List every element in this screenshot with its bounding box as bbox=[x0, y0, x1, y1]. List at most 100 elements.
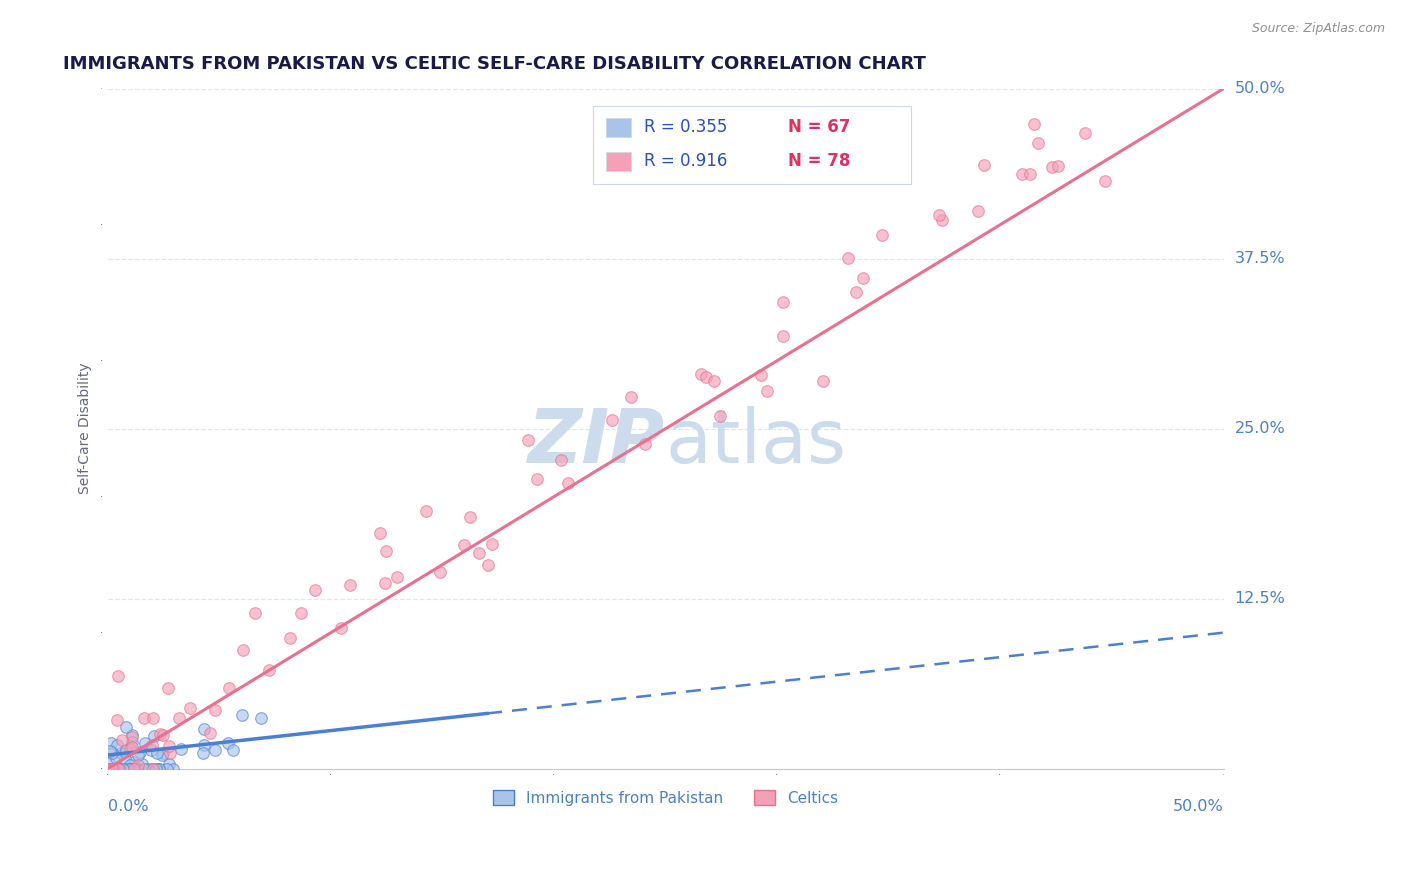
Point bbox=[973, 158, 995, 172]
Point bbox=[385, 570, 408, 584]
Point bbox=[110, 747, 132, 761]
Point bbox=[191, 746, 214, 760]
Point bbox=[121, 762, 143, 776]
Point bbox=[128, 745, 150, 759]
Point bbox=[157, 757, 180, 772]
Point bbox=[103, 762, 125, 776]
Point bbox=[772, 328, 794, 343]
Point bbox=[152, 728, 174, 742]
Point bbox=[550, 453, 572, 467]
Point bbox=[370, 525, 392, 540]
Point bbox=[111, 762, 134, 776]
Point bbox=[689, 367, 711, 381]
Point bbox=[107, 762, 129, 776]
Point bbox=[415, 504, 437, 518]
Point bbox=[634, 437, 657, 451]
Point bbox=[772, 295, 794, 310]
Point bbox=[845, 285, 868, 300]
Point bbox=[118, 758, 141, 772]
Point bbox=[600, 413, 623, 427]
Text: 50.0%: 50.0% bbox=[1173, 799, 1223, 814]
Point bbox=[110, 762, 132, 776]
Point bbox=[257, 663, 280, 677]
Point bbox=[100, 736, 122, 750]
Point bbox=[516, 433, 538, 447]
Point bbox=[330, 621, 353, 635]
Text: IMMIGRANTS FROM PAKISTAN VS CELTIC SELF-CARE DISABILITY CORRELATION CHART: IMMIGRANTS FROM PAKISTAN VS CELTIC SELF-… bbox=[63, 55, 927, 73]
Point bbox=[193, 722, 215, 736]
Text: 50.0%: 50.0% bbox=[1234, 81, 1285, 96]
Point bbox=[141, 762, 163, 776]
Point bbox=[755, 384, 778, 398]
Point bbox=[231, 708, 253, 723]
Text: 0.0%: 0.0% bbox=[108, 799, 149, 814]
Point bbox=[121, 740, 143, 755]
Point bbox=[1011, 167, 1033, 181]
Point bbox=[111, 762, 134, 776]
Text: 37.5%: 37.5% bbox=[1234, 252, 1285, 266]
Point bbox=[100, 746, 122, 760]
Point bbox=[105, 714, 128, 728]
Point bbox=[111, 733, 134, 747]
Point bbox=[150, 747, 173, 762]
FancyBboxPatch shape bbox=[606, 152, 631, 171]
Point bbox=[132, 762, 155, 776]
Text: R = 0.916: R = 0.916 bbox=[644, 153, 728, 170]
Point bbox=[931, 213, 953, 227]
Text: N = 78: N = 78 bbox=[789, 153, 851, 170]
Point bbox=[749, 368, 772, 382]
Text: ZIP: ZIP bbox=[529, 406, 665, 479]
Point bbox=[1074, 126, 1097, 140]
Point bbox=[159, 746, 181, 760]
Point bbox=[114, 752, 136, 766]
Point bbox=[966, 204, 988, 219]
Point bbox=[1047, 159, 1070, 173]
Point bbox=[141, 739, 163, 753]
Point bbox=[122, 762, 145, 776]
Point bbox=[127, 762, 149, 776]
Point bbox=[115, 743, 138, 757]
Point bbox=[122, 755, 145, 769]
Point bbox=[157, 739, 180, 753]
Point bbox=[837, 251, 859, 265]
Point bbox=[250, 711, 273, 725]
Point bbox=[156, 681, 179, 695]
Point bbox=[204, 742, 226, 756]
Point bbox=[928, 209, 950, 223]
Text: Source: ZipAtlas.com: Source: ZipAtlas.com bbox=[1251, 22, 1385, 36]
Point bbox=[304, 582, 326, 597]
Point bbox=[110, 762, 132, 776]
Point bbox=[872, 227, 894, 242]
Point bbox=[695, 370, 717, 384]
Point bbox=[107, 669, 129, 683]
Point bbox=[179, 701, 201, 715]
Point bbox=[127, 758, 149, 772]
Point bbox=[526, 472, 548, 486]
Text: N = 67: N = 67 bbox=[789, 119, 851, 136]
Point bbox=[429, 566, 451, 580]
Point bbox=[1094, 173, 1116, 187]
Point bbox=[124, 762, 146, 776]
Point bbox=[118, 762, 141, 776]
Point bbox=[122, 762, 145, 776]
Point bbox=[134, 736, 156, 750]
Text: atlas: atlas bbox=[665, 406, 846, 479]
Point bbox=[118, 762, 141, 776]
Point bbox=[148, 762, 170, 776]
Point bbox=[142, 711, 165, 725]
Point bbox=[142, 762, 165, 776]
Point bbox=[232, 642, 254, 657]
Point bbox=[1026, 136, 1049, 151]
Point bbox=[103, 762, 125, 776]
Point bbox=[142, 729, 165, 743]
Point bbox=[290, 606, 312, 620]
Point bbox=[120, 762, 142, 776]
Point bbox=[481, 537, 503, 551]
Point bbox=[105, 762, 128, 776]
Point bbox=[1024, 117, 1046, 131]
FancyBboxPatch shape bbox=[593, 105, 911, 184]
Point bbox=[170, 742, 193, 756]
Point bbox=[104, 751, 127, 765]
Point bbox=[127, 762, 149, 776]
Point bbox=[148, 762, 170, 776]
